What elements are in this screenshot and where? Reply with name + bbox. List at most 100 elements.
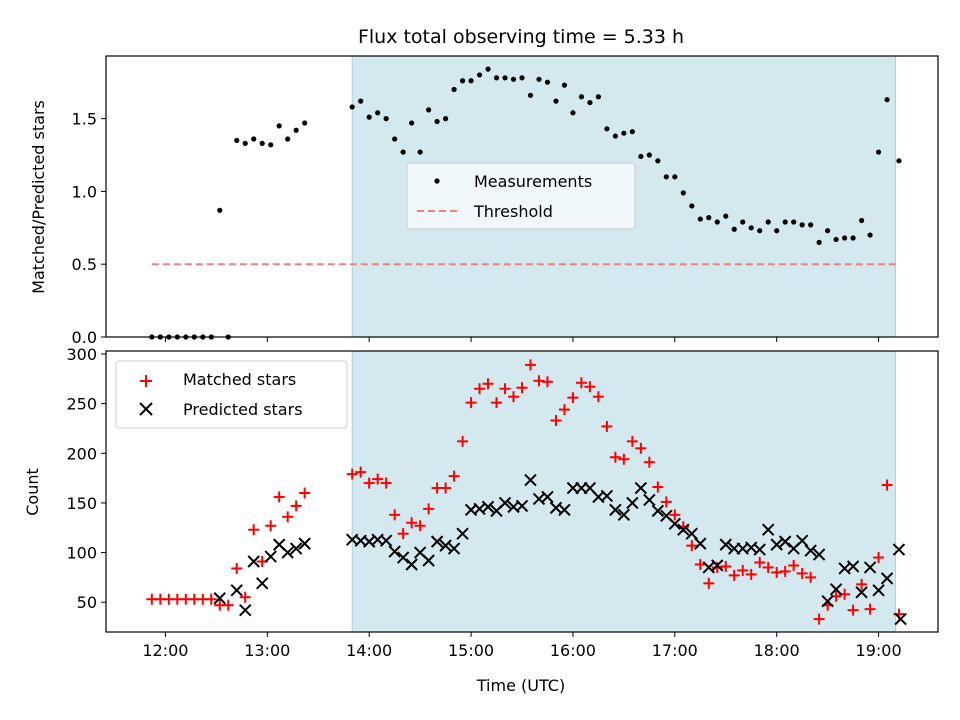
matched-star-point xyxy=(864,603,876,615)
bottom-plot-frame xyxy=(105,350,939,633)
bottom-y-axis: 50 100 150 200 250 300 xyxy=(66,345,106,612)
measurement-point xyxy=(217,207,223,213)
matched-star-point xyxy=(779,565,791,577)
predicted-star-point xyxy=(719,538,732,551)
matched-star-point xyxy=(541,376,553,388)
matched-star-point xyxy=(669,509,681,521)
measurement-point xyxy=(476,72,483,78)
x-tick-label: 16:00 xyxy=(550,641,596,660)
predicted-star-point xyxy=(609,503,622,517)
predicted-star-point xyxy=(541,490,554,504)
y-tick-label: 150 xyxy=(66,494,97,513)
predicted-star-point xyxy=(456,527,469,540)
measurement-point xyxy=(493,75,500,81)
matched-star-point xyxy=(694,558,706,570)
measurement-point xyxy=(723,213,729,219)
matched-star-point xyxy=(248,524,260,536)
matched-star-point xyxy=(363,477,375,489)
measurement-point xyxy=(621,130,627,136)
measurement-point xyxy=(349,104,355,110)
predicted-star-point xyxy=(289,542,303,555)
measurement-point xyxy=(302,120,308,126)
predicted-star-point xyxy=(668,517,682,530)
predicted-star-point xyxy=(298,537,311,550)
matched-star-point xyxy=(222,599,234,611)
predicted-star-point xyxy=(863,561,877,574)
measurement-point xyxy=(426,107,432,113)
x-tick-label: 18:00 xyxy=(754,641,800,660)
matched-star-point xyxy=(474,383,486,395)
matched-star-point xyxy=(448,470,460,482)
matched-star-point xyxy=(856,578,868,590)
measurement-point xyxy=(896,158,902,164)
matched-star-point xyxy=(601,420,613,432)
measurement-point xyxy=(867,232,873,238)
predicted-star-point xyxy=(558,503,571,517)
matched-star-point xyxy=(499,383,511,395)
predicted-star-point xyxy=(524,473,537,487)
measurement-point xyxy=(808,222,814,228)
predicted-star-point xyxy=(880,572,894,585)
predicted-star-point xyxy=(447,542,461,555)
legend-threshold-label: Threshold xyxy=(473,202,553,221)
matched-star-point xyxy=(737,564,749,576)
measurement-point xyxy=(765,219,771,225)
matched-star-point xyxy=(660,496,672,508)
measurement-point xyxy=(510,76,517,82)
predicted-star-point xyxy=(685,527,699,540)
predicted-star-point xyxy=(753,543,766,556)
measurement-point xyxy=(527,92,534,98)
matched-star-point xyxy=(873,552,885,564)
y-tick-label: 250 xyxy=(66,395,97,414)
x-tick-label: 19:00 xyxy=(856,641,902,660)
measurement-point xyxy=(740,219,746,225)
legend-measurements-label: Measurements xyxy=(474,172,592,191)
legend-matched-marker xyxy=(140,375,152,387)
matched-star-point xyxy=(626,435,638,447)
predicted-star-point xyxy=(405,558,418,571)
matched-star-point xyxy=(618,453,630,465)
measurement-point xyxy=(276,123,282,129)
predicted-star-point xyxy=(256,577,269,590)
predicted-star-point xyxy=(677,523,690,536)
y-tick-label: 200 xyxy=(66,444,97,463)
measurement-point xyxy=(714,219,720,225)
predicted-star-point xyxy=(388,545,401,558)
matched-star-point xyxy=(355,466,367,478)
measurement-point xyxy=(689,203,695,209)
predicted-star-point xyxy=(439,539,452,552)
measurement-point xyxy=(268,142,274,148)
predicted-stars-series xyxy=(213,473,907,626)
matched-star-point xyxy=(482,378,494,390)
matched-star-point xyxy=(813,613,825,625)
measurement-point xyxy=(655,158,661,164)
measurement-point xyxy=(638,153,644,160)
predicted-star-point xyxy=(379,534,393,547)
y-tick-label: 50 xyxy=(77,593,97,612)
matched-star-point xyxy=(414,520,426,532)
predicted-star-point xyxy=(651,504,665,518)
measurement-point xyxy=(417,149,423,155)
measurement-point xyxy=(587,99,593,106)
matched-star-point xyxy=(406,517,418,529)
predicted-star-point xyxy=(643,493,656,507)
measurement-point xyxy=(434,118,440,125)
matched-star-point xyxy=(282,511,294,523)
measurement-point xyxy=(646,152,652,158)
predicted-star-point xyxy=(846,560,860,573)
measurement-point xyxy=(251,136,257,142)
matched-star-point xyxy=(635,442,647,454)
measurement-point xyxy=(612,133,618,139)
measurement-point xyxy=(285,136,291,142)
matched-star-point xyxy=(728,569,740,581)
matched-star-point xyxy=(346,468,358,480)
measurement-point xyxy=(697,216,703,222)
measurement-point xyxy=(242,140,248,146)
matched-star-point xyxy=(372,473,384,485)
measurement-point xyxy=(672,174,678,180)
predicted-star-point xyxy=(829,583,843,596)
matched-star-point xyxy=(273,491,285,503)
matched-star-point xyxy=(524,359,536,371)
matched-star-point xyxy=(397,528,409,540)
